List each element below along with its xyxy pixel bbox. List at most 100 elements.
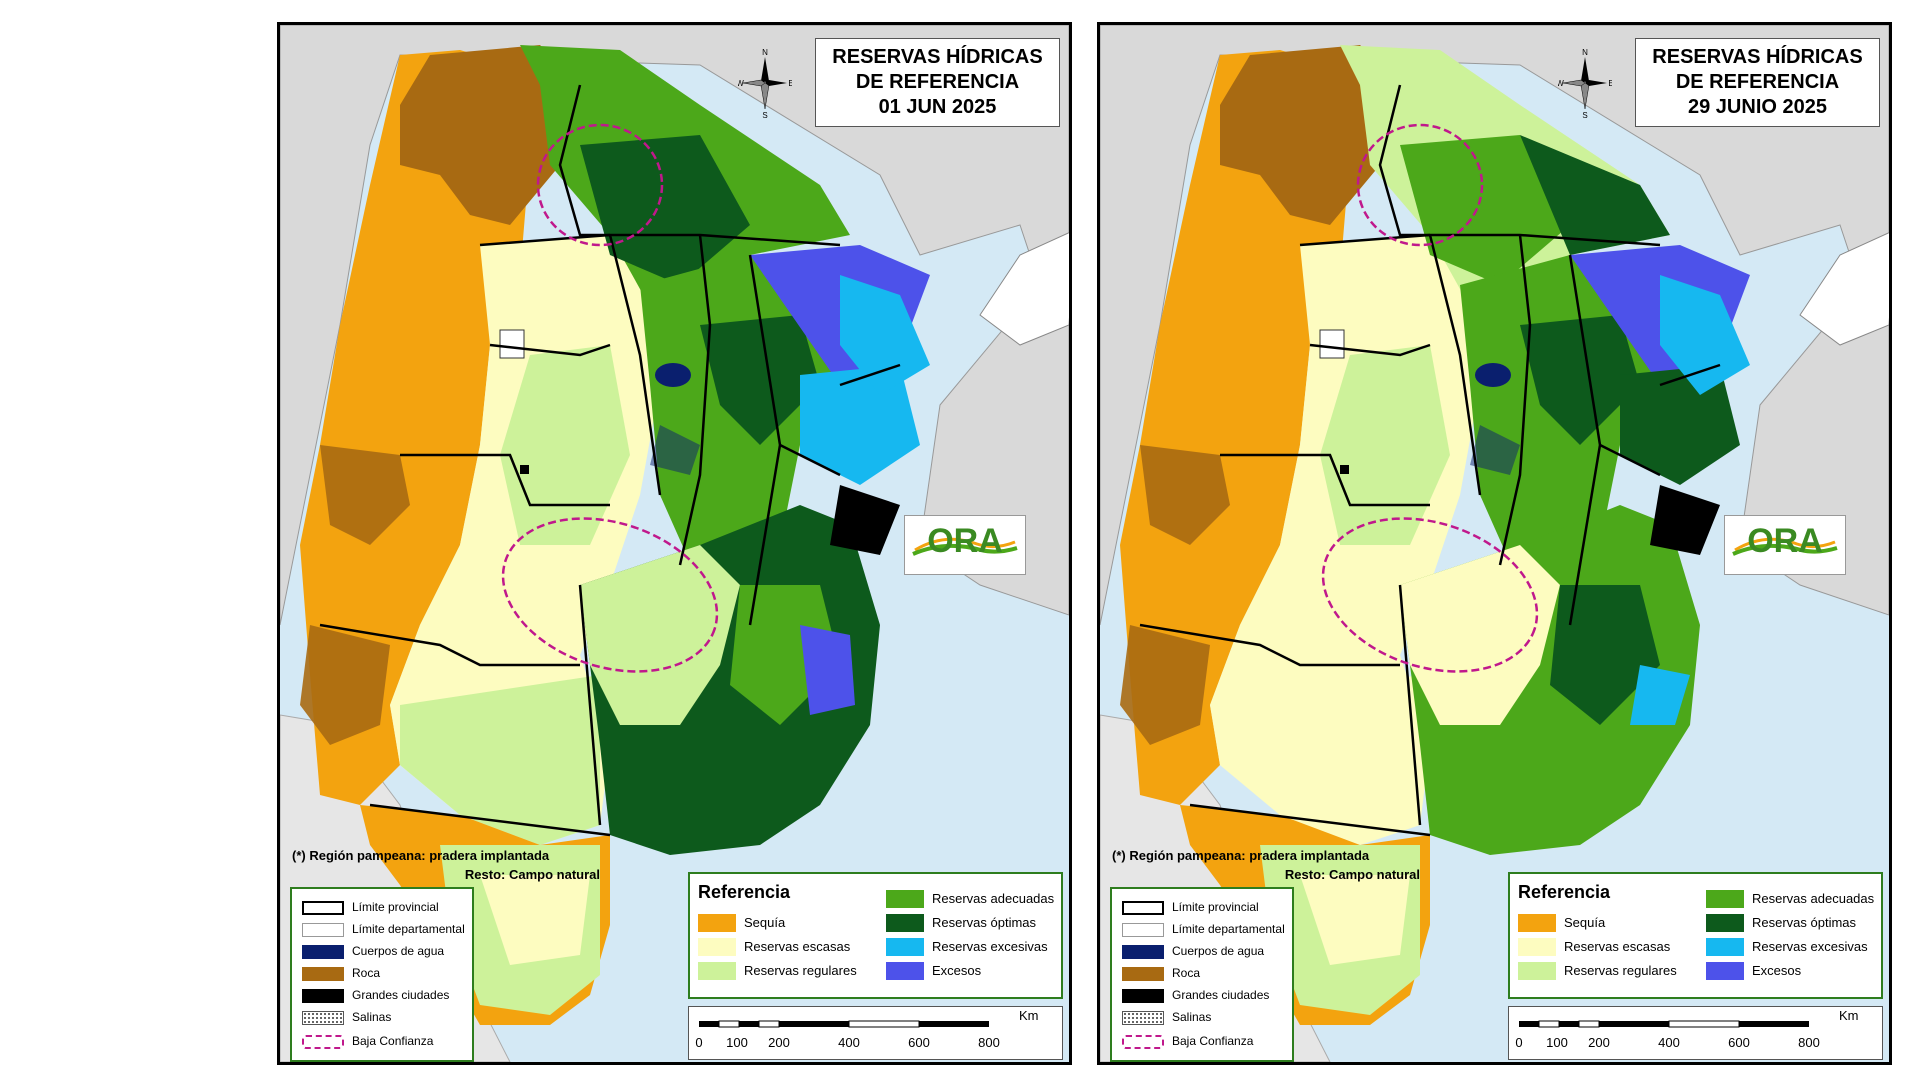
ref-label: Reservas excesivas	[932, 939, 1048, 954]
scale-tick: 100	[1546, 1035, 1568, 1050]
compass-s: S	[1582, 111, 1587, 119]
title-line-2: DE REFERENCIA	[855, 71, 1020, 93]
legend-label: Límite departamental	[352, 922, 465, 936]
title-line-1: RESERVAS HÍDRICAS	[832, 46, 1043, 68]
scale-tick: 400	[1658, 1035, 1680, 1050]
rock-swatch	[1122, 967, 1164, 981]
scale-tick: 800	[978, 1035, 1000, 1050]
scale-bar: Km 0 100 200 400 600 800	[688, 1006, 1063, 1060]
note-line-1: (*) Región pampeana: pradera implantada	[292, 848, 550, 863]
ora-logo-icon: ORA	[912, 522, 1018, 560]
scale-bar: Km 0 100 200 400 600 800	[1508, 1006, 1883, 1060]
scale-tick: 200	[1588, 1035, 1610, 1050]
note-line-2: Resto: Campo natural	[1284, 867, 1420, 882]
legend-label: Grandes ciudades	[352, 988, 450, 1002]
regular-swatch	[1518, 962, 1556, 980]
scale-tick: 0	[1515, 1035, 1522, 1050]
ora-logo-icon: ORA	[1732, 522, 1838, 560]
excess-swatch	[1706, 962, 1744, 980]
ora-logo: ORA	[1724, 515, 1846, 575]
drought-swatch	[698, 914, 736, 932]
optimal-swatch	[1706, 914, 1744, 932]
excessive-swatch	[1706, 938, 1744, 956]
scale-tick: 100	[726, 1035, 748, 1050]
title-line-3: 29 JUNIO 2025	[1688, 96, 1827, 118]
ref-label: Reservas regulares	[1564, 963, 1677, 978]
provincial-swatch	[1122, 901, 1164, 915]
compass-rose-icon: N S W E	[738, 48, 792, 119]
compass-rose-icon: N S W E	[1558, 48, 1612, 119]
scale-unit: Km	[1019, 1008, 1039, 1023]
compass-w: W	[1558, 79, 1564, 88]
compass-e: E	[788, 79, 792, 88]
ref-label: Reservas óptimas	[932, 915, 1037, 930]
ref-label: Reservas escasas	[744, 939, 851, 954]
legend-label: Roca	[352, 966, 381, 980]
legend-label: Límite provincial	[1172, 900, 1259, 914]
legend-label: Salinas	[352, 1010, 392, 1024]
title-line-2: DE REFERENCIA	[1675, 71, 1840, 93]
scale-bar-graphic: Km 0 100 200 400 600 800	[695, 1008, 1039, 1050]
map-panel-june-29: RESERVAS HÍDRICAS DE REFERENCIA 29 JUNIO…	[1097, 22, 1892, 1065]
salinas-swatch	[302, 1011, 344, 1025]
ref-label: Reservas óptimas	[1752, 915, 1857, 930]
adequate-swatch	[1706, 890, 1744, 908]
ref-label: Sequía	[744, 915, 786, 930]
regular-swatch	[698, 962, 736, 980]
scale-tick: 400	[838, 1035, 860, 1050]
note-line-2: Resto: Campo natural	[464, 867, 600, 882]
reference-legend: Referencia Sequía Reservas escasas Reser…	[1508, 872, 1883, 999]
scale-tick: 800	[1798, 1035, 1820, 1050]
scarce-swatch	[1518, 938, 1556, 956]
scale-tick: 600	[908, 1035, 930, 1050]
adequate-swatch	[886, 890, 924, 908]
ref-label: Excesos	[932, 963, 982, 978]
ref-label: Reservas adecuadas	[932, 891, 1055, 906]
departmental-swatch	[302, 923, 344, 937]
ref-label: Reservas adecuadas	[1752, 891, 1875, 906]
salinas-swatch	[1122, 1011, 1164, 1025]
legend-label: Cuerpos de agua	[1172, 944, 1265, 958]
legend-label: Grandes ciudades	[1172, 988, 1270, 1002]
rock-swatch	[302, 967, 344, 981]
departmental-swatch	[1122, 923, 1164, 937]
ref-label: Reservas regulares	[744, 963, 857, 978]
compass-n: N	[762, 48, 768, 57]
title-line-1: RESERVAS HÍDRICAS	[1652, 46, 1863, 68]
drought-swatch	[1518, 914, 1556, 932]
legend-label: Límite departamental	[1172, 922, 1285, 936]
map-panel-june-01: RESERVAS HÍDRICAS DE REFERENCIA 01 JUN 2…	[277, 22, 1072, 1065]
legend-label: Baja Confianza	[352, 1034, 434, 1048]
scale-tick: 200	[768, 1035, 790, 1050]
map-title: RESERVAS HÍDRICAS DE REFERENCIA 29 JUNIO…	[1635, 38, 1880, 127]
scarce-swatch	[698, 938, 736, 956]
compass-e: E	[1608, 79, 1612, 88]
compass-s: S	[762, 111, 767, 119]
low-confidence-swatch	[302, 1035, 344, 1049]
optimal-swatch	[886, 914, 924, 932]
logo-text: ORA	[1747, 522, 1823, 560]
excessive-swatch	[886, 938, 924, 956]
scale-unit: Km	[1839, 1008, 1859, 1023]
provincial-swatch	[302, 901, 344, 915]
reference-title: Referencia	[1518, 882, 1611, 902]
legend-label: Cuerpos de agua	[352, 944, 445, 958]
legend-label: Roca	[1172, 966, 1201, 980]
scale-tick: 0	[695, 1035, 702, 1050]
cities-swatch	[1122, 989, 1164, 1003]
legend-label: Límite provincial	[352, 900, 439, 914]
title-line-3: 01 JUN 2025	[878, 96, 997, 118]
scale-tick: 600	[1728, 1035, 1750, 1050]
note-text: (*) Región pampeana: pradera implantada …	[1112, 846, 1420, 884]
ref-label: Excesos	[1752, 963, 1802, 978]
water-swatch	[302, 945, 344, 959]
water-swatch	[1122, 945, 1164, 959]
logo-text: ORA	[927, 522, 1003, 560]
ref-label: Sequía	[1564, 915, 1606, 930]
compass-w: W	[738, 79, 744, 88]
scale-bar-graphic: Km 0 100 200 400 600 800	[1515, 1008, 1859, 1050]
reference-legend: Referencia Sequía Reservas escasas Reser…	[688, 872, 1063, 999]
ref-label: Reservas excesivas	[1752, 939, 1868, 954]
legend-label: Salinas	[1172, 1010, 1212, 1024]
legend-label: Baja Confianza	[1172, 1034, 1254, 1048]
